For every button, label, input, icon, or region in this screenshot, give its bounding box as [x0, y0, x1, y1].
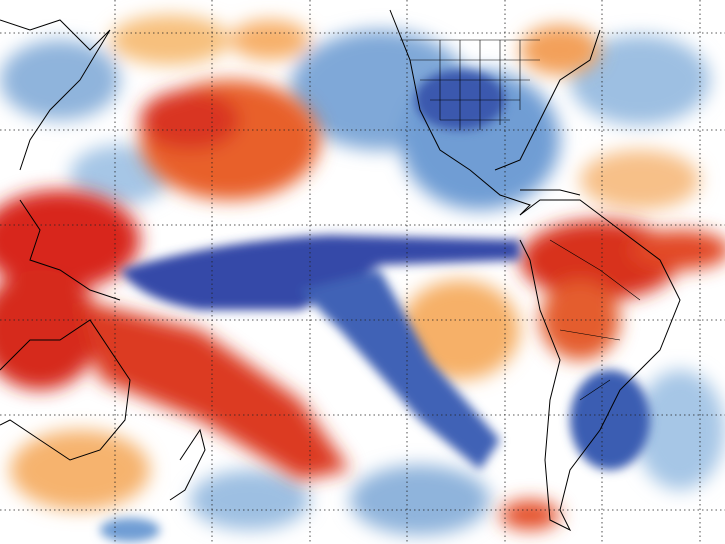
light-anomalies [0, 15, 725, 535]
warm-anomalies [0, 25, 725, 530]
cool-anomalies [100, 70, 650, 542]
coastlines [0, 9, 681, 532]
borders [400, 39, 641, 401]
